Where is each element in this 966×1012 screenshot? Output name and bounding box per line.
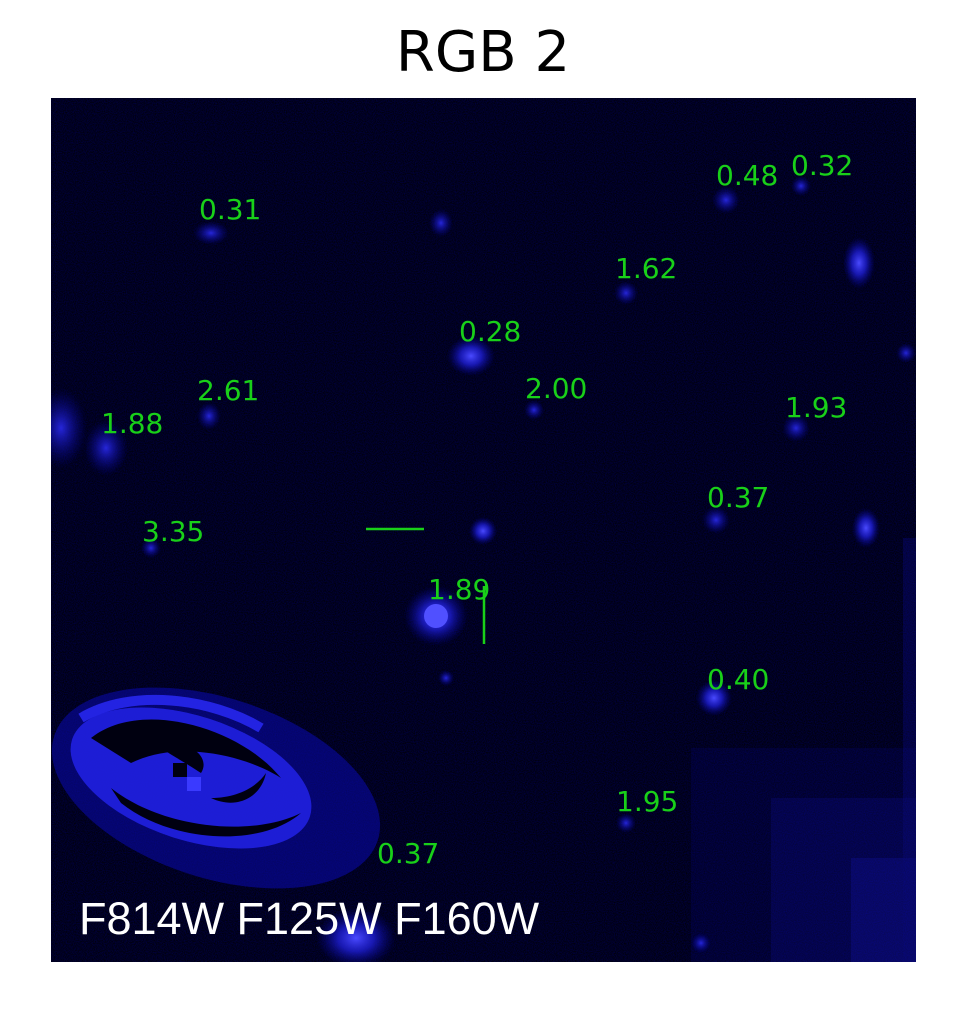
redshift-label: 0.32	[791, 149, 854, 182]
redshift-label: 3.35	[142, 515, 205, 548]
redshift-label: 1.62	[615, 252, 678, 285]
redshift-label: 1.93	[785, 391, 848, 424]
redshift-label: 1.88	[101, 407, 164, 440]
redshift-label: 0.31	[199, 193, 262, 226]
target-markers	[366, 527, 486, 644]
noisy-region	[691, 538, 916, 962]
sky-image	[51, 98, 916, 962]
redshift-label: 0.40	[707, 663, 770, 696]
redshift-label: 2.00	[525, 372, 588, 405]
galaxies	[51, 176, 916, 962]
redshift-label: 0.37	[707, 481, 770, 514]
redshift-label: 1.95	[616, 785, 679, 818]
redshift-label: 1.89	[428, 573, 491, 606]
redshift-label: 0.28	[459, 315, 522, 348]
spiral-galaxy	[51, 687, 381, 889]
redshift-label: 2.61	[197, 374, 260, 407]
figure-title: RGB 2	[395, 20, 571, 85]
filters-label: F814W F125W F160W	[79, 893, 540, 944]
redshift-label: 0.48	[716, 159, 779, 192]
image-panel: 0.31 0.48 0.32 1.62 0.28 2.61 2.00 1.88 …	[51, 98, 916, 962]
redshift-label: 0.37	[377, 837, 440, 870]
